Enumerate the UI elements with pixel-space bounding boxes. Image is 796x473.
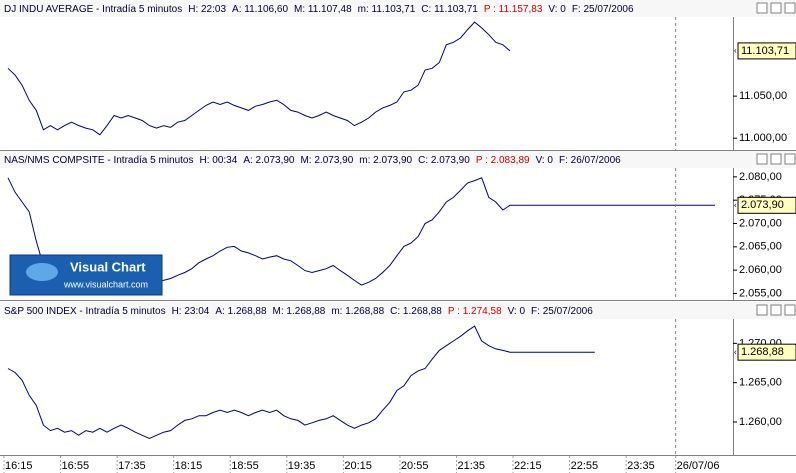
- price-line: [7, 325, 595, 440]
- header-item: NAS/NMS COMPSITE - Intradía 5 minutos: [4, 155, 194, 166]
- y-tick-label: 2.070,00: [739, 217, 782, 229]
- x-tick-label: 18:55: [231, 460, 259, 472]
- header-item: A: 2.073,90: [243, 155, 295, 166]
- header-item: m: 11.103,71: [358, 4, 416, 15]
- window-button: [784, 153, 796, 165]
- last-marker: ‹: [734, 347, 737, 356]
- window-button: [756, 153, 768, 165]
- logo-icon: [26, 263, 58, 281]
- header-item: A: 1.268,88: [215, 306, 267, 317]
- header-item: H: 22:03: [188, 4, 226, 15]
- header-item: P : 2.083,89: [476, 155, 530, 166]
- x-tick-label: 18:15: [175, 460, 203, 472]
- x-tick-label: 16:15: [5, 460, 33, 472]
- header-item: DJ INDU AVERAGE - Intradía 5 minutos: [4, 4, 182, 15]
- window-button: [756, 2, 768, 14]
- y-tick-label: 11.000,00: [739, 132, 787, 144]
- x-tick-label: 22:15: [514, 460, 542, 472]
- header-item: C: 2.073,90: [418, 155, 470, 166]
- header-item: F: 25/07/2006: [531, 306, 593, 317]
- x-tick-label: 21:35: [457, 460, 485, 472]
- header-item: P : 1.274,58: [448, 306, 502, 317]
- header-item: V: 0: [548, 4, 566, 15]
- header-item: P : 11.157,83: [484, 4, 543, 15]
- x-tick-label: 23:35: [627, 460, 655, 472]
- header-item: M: 11.107,48: [294, 4, 352, 15]
- x-tick-label: 20:55: [401, 460, 429, 472]
- y-tick-label: 1.265,00: [739, 377, 782, 389]
- last-value-label: 11.103,71: [741, 45, 789, 57]
- y-tick-label: 2.055,00: [739, 287, 782, 299]
- header-item: C: 11.103,71: [421, 4, 478, 15]
- header-item: m: 2.073,90: [359, 155, 412, 166]
- header-item: M: 1.268,88: [273, 306, 326, 317]
- x-tick-label: 20:15: [344, 460, 372, 472]
- y-tick-label: 11.050,00: [739, 90, 787, 102]
- last-value-label: 2.073,90: [741, 199, 784, 211]
- last-marker: ‹: [734, 46, 737, 55]
- header-item: H: 23:04: [172, 306, 210, 317]
- visual-chart-logo: Visual Chart www.visualchart.com: [9, 254, 163, 296]
- window-button: [784, 2, 796, 14]
- last-value-box: [737, 42, 796, 60]
- header-item: H: 00:34: [200, 155, 238, 166]
- window-button: [770, 2, 782, 14]
- last-value-label: 1.268,88: [741, 346, 784, 358]
- last-marker: ‹: [734, 200, 737, 209]
- panel-header-text: NAS/NMS COMPSITE - Intradía 5 minutos H: …: [4, 155, 621, 166]
- window-button: [770, 153, 782, 165]
- logo-url: www.visualchart.com: [63, 279, 148, 289]
- x-tick-label: 16:55: [62, 460, 90, 472]
- header-item: M: 2.073,90: [300, 155, 353, 166]
- window-button: [784, 304, 796, 316]
- header-item: F: 25/07/2006: [572, 4, 634, 15]
- x-axis-bg: [0, 456, 796, 473]
- last-value-box: [737, 196, 796, 214]
- x-tick-label: 19:35: [288, 460, 316, 472]
- x-tick-label: 26/07/06: [677, 460, 720, 472]
- last-value-box: [737, 343, 796, 361]
- header-item: F: 26/07/2006: [559, 155, 621, 166]
- y-tick-label: 1.260,00: [739, 416, 782, 428]
- header-item: S&P 500 INDEX - Intradía 5 minutos: [4, 306, 166, 317]
- header-item: m: 1.268,88: [331, 306, 384, 317]
- x-tick-label: 22:55: [571, 460, 599, 472]
- window-button: [756, 304, 768, 316]
- y-tick-label: 2.080,00: [739, 171, 782, 183]
- header-item: V: 0: [536, 155, 554, 166]
- window-button: [770, 304, 782, 316]
- panel-header-text: S&P 500 INDEX - Intradía 5 minutos H: 23:…: [4, 306, 593, 317]
- panel-header: [0, 0, 796, 17]
- panel-header-text: DJ INDU AVERAGE - Intradía 5 minutos H: 2…: [4, 4, 634, 15]
- y-tick-label: 2.065,00: [739, 241, 782, 253]
- header-item: V: 0: [508, 306, 526, 317]
- header-item: A: 11.106,60: [232, 4, 288, 15]
- x-tick-label: 17:35: [118, 460, 146, 472]
- logo-title: Visual Chart: [70, 259, 146, 274]
- panel-header: [0, 151, 796, 168]
- panel-header: [0, 302, 796, 319]
- y-tick-label: 2.060,00: [739, 264, 782, 276]
- price-line: [7, 21, 511, 136]
- header-item: C: 1.268,88: [390, 306, 442, 317]
